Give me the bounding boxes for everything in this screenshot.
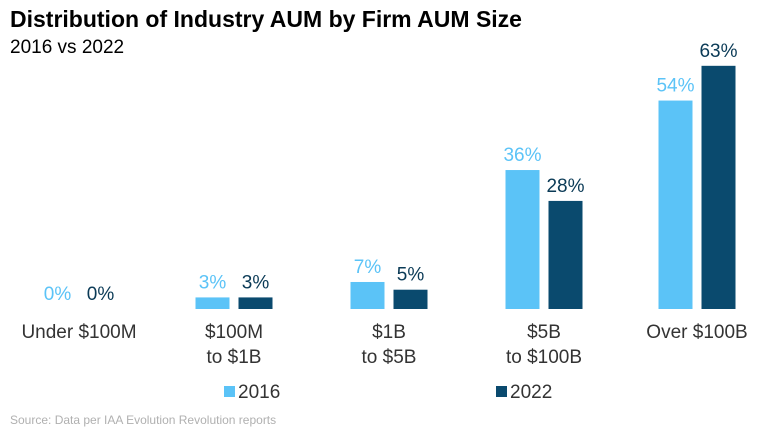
data-label-2022-2: 5% <box>397 265 425 286</box>
category-label-0: Under $100M <box>21 322 136 343</box>
data-label-2022-1: 3% <box>242 272 270 293</box>
bar-2016-4 <box>658 100 693 309</box>
bar-2016-3 <box>505 170 540 309</box>
source-note: Source: Data per IAA Evolution Revolutio… <box>10 413 277 427</box>
data-label-2016-2: 7% <box>354 257 382 278</box>
category-label-2: $1B to $5B <box>362 322 417 368</box>
legend-swatch-2022 <box>496 386 507 397</box>
data-label-2022-4: 63% <box>699 41 737 62</box>
legend-swatch-2016 <box>224 386 235 397</box>
category-label-4: Over $100B <box>646 322 747 343</box>
data-label-2022-3: 28% <box>546 176 584 197</box>
legend-label-2022: 2022 <box>510 382 552 403</box>
bar-2016-2 <box>350 281 385 309</box>
data-label-2022-0: 0% <box>87 284 115 305</box>
category-label-1: $100M to $1B <box>205 322 263 368</box>
chart-title: Distribution of Industry AUM by Firm AUM… <box>10 6 522 32</box>
data-label-2016-0: 0% <box>44 284 72 305</box>
category-label-3: $5B to $100B <box>506 322 582 368</box>
bar-2022-3 <box>548 200 583 309</box>
chart-subtitle: 2016 vs 2022 <box>10 37 125 58</box>
legend-label-2016: 2016 <box>238 382 280 403</box>
data-label-2016-1: 3% <box>199 272 227 293</box>
bar-2022-2 <box>393 289 428 309</box>
bar-2022-4 <box>701 65 736 309</box>
bar-2022-1 <box>238 297 273 309</box>
data-label-2016-3: 36% <box>503 145 541 166</box>
bar-2016-1 <box>195 297 230 309</box>
data-label-2016-4: 54% <box>656 76 694 97</box>
